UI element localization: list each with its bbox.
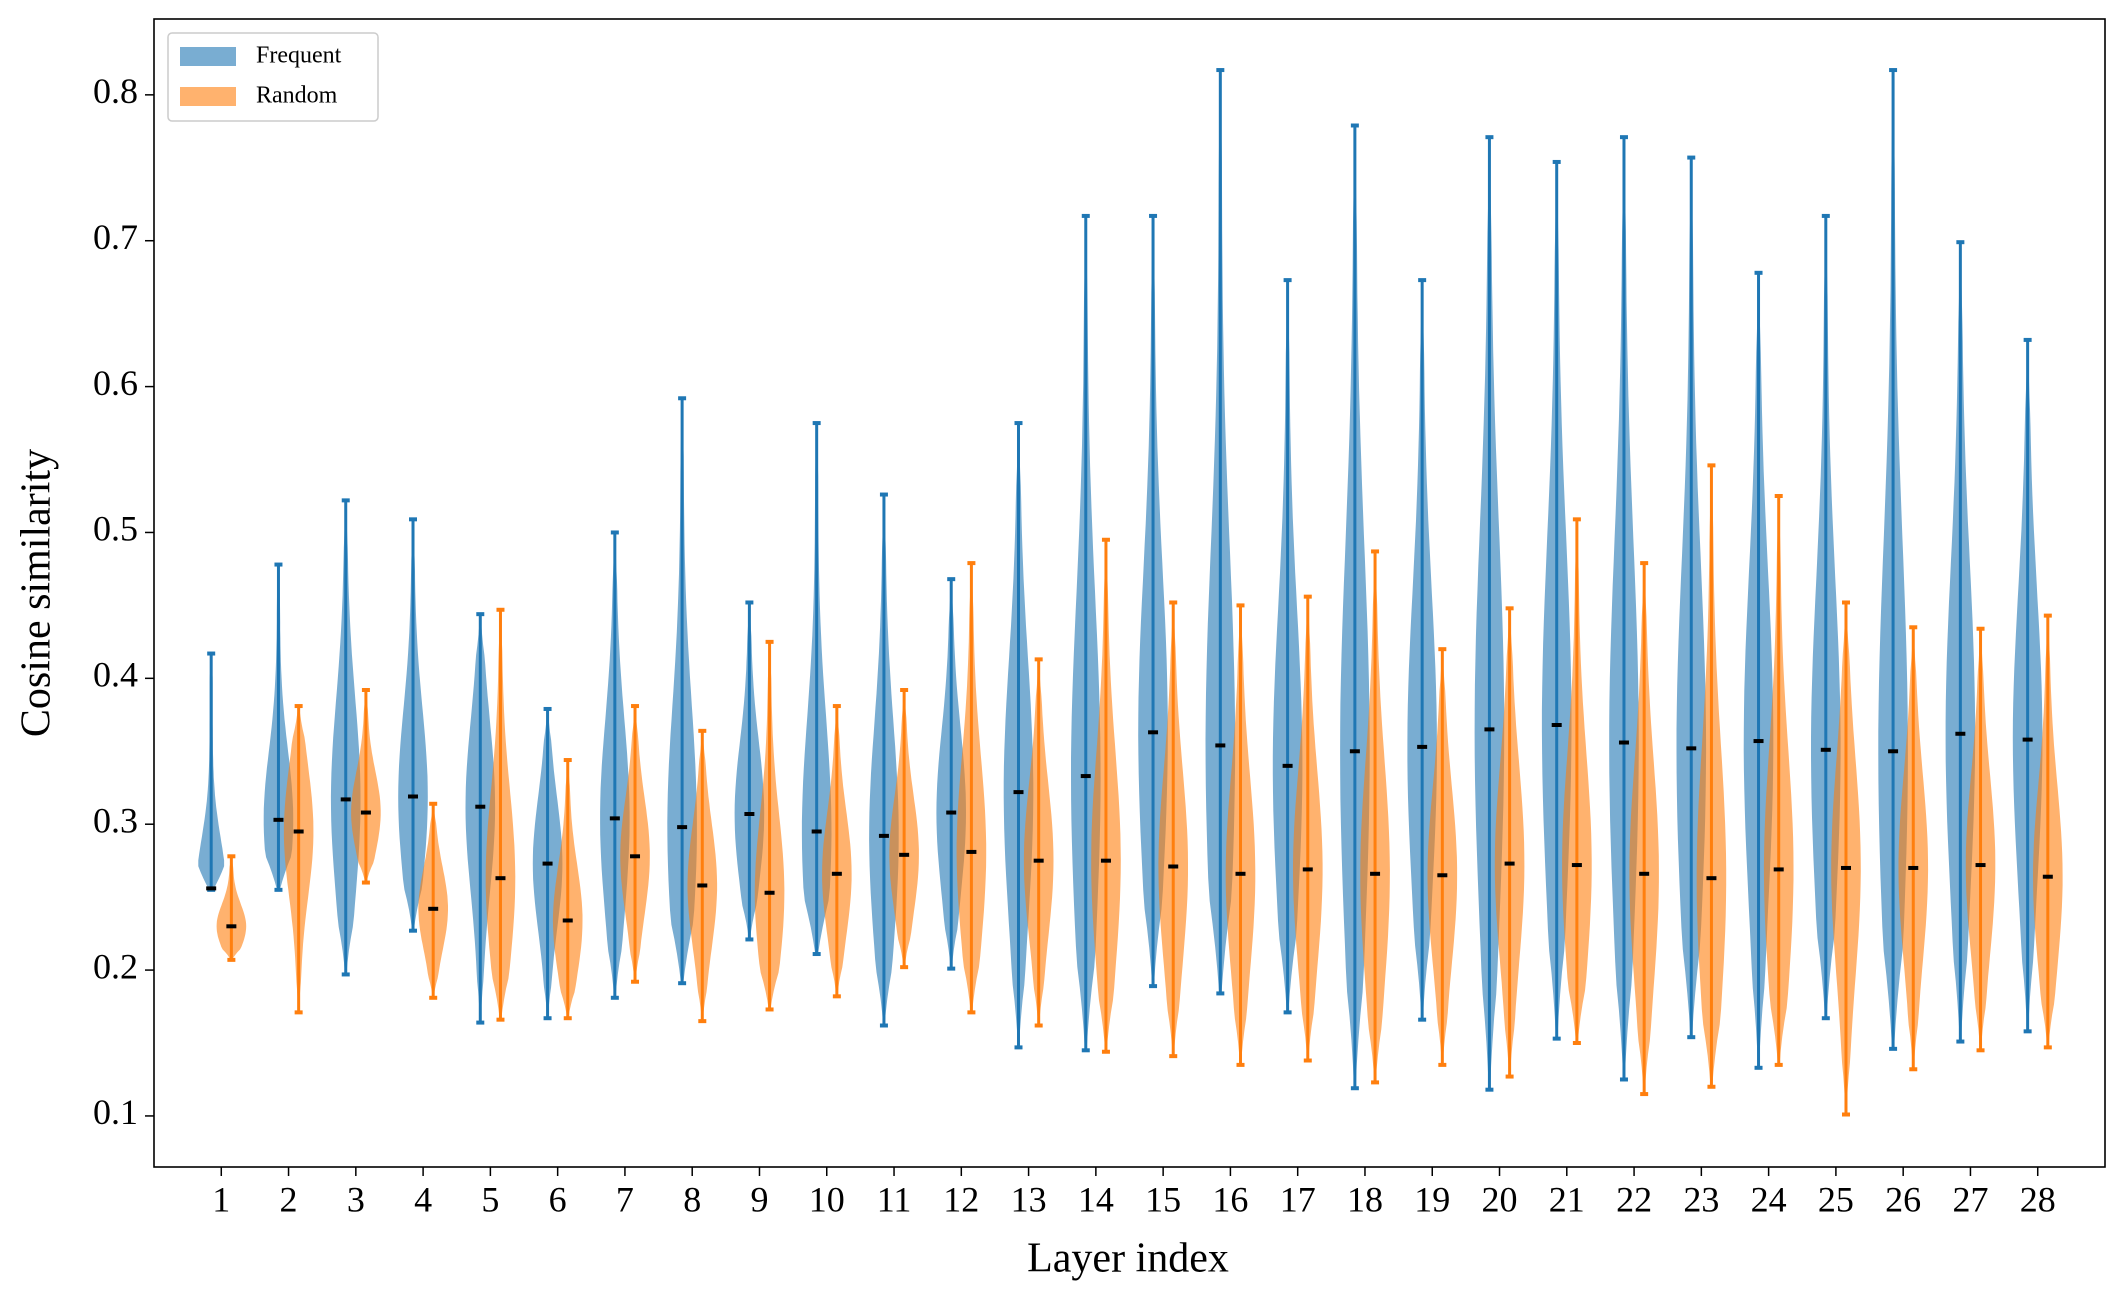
- x-tick-label: 14: [1078, 1179, 1114, 1219]
- x-tick-label: 26: [1885, 1179, 1921, 1219]
- legend-swatch: [180, 47, 236, 66]
- x-tick-label: 24: [1751, 1179, 1787, 1219]
- x-tick-label: 27: [1952, 1179, 1988, 1219]
- x-tick-label: 18: [1347, 1179, 1383, 1219]
- x-tick-label: 10: [809, 1179, 845, 1219]
- legend-label: Random: [256, 83, 338, 109]
- x-tick-label: 16: [1212, 1179, 1248, 1219]
- legend-swatch: [180, 87, 236, 106]
- x-tick-label: 15: [1145, 1179, 1181, 1219]
- x-tick-label: 1: [212, 1179, 230, 1219]
- x-tick-label: 6: [549, 1179, 567, 1219]
- x-axis-label: Layer index: [1027, 1236, 1229, 1282]
- x-tick-label: 8: [683, 1179, 701, 1219]
- x-tick-label: 21: [1549, 1179, 1585, 1219]
- y-axis-label: Cosine similarity: [14, 449, 60, 737]
- x-tick-label: 2: [280, 1179, 298, 1219]
- x-tick-label: 13: [1011, 1179, 1047, 1219]
- legend-label: Frequent: [256, 43, 342, 69]
- x-tick-label: 25: [1818, 1179, 1854, 1219]
- plot-frame: [153, 18, 2106, 1168]
- x-tick-label: 9: [750, 1179, 768, 1219]
- y-tick-label: 0.7: [93, 217, 138, 257]
- y-tick-label: 0.4: [93, 655, 138, 695]
- y-tick-label: 0.5: [93, 509, 138, 549]
- x-tick-label: 4: [414, 1179, 432, 1219]
- x-tick-label: 7: [616, 1179, 634, 1219]
- y-tick-label: 0.8: [93, 71, 138, 111]
- y-tick-label: 0.3: [93, 800, 138, 840]
- x-tick-label: 11: [877, 1179, 912, 1219]
- x-tick-label: 23: [1683, 1179, 1719, 1219]
- x-tick-label: 3: [347, 1179, 365, 1219]
- x-tick-label: 17: [1280, 1179, 1316, 1219]
- x-tick-label: 22: [1616, 1179, 1652, 1219]
- x-tick-label: 28: [2020, 1179, 2056, 1219]
- y-tick-label: 0.2: [93, 946, 138, 986]
- y-tick-label: 0.1: [93, 1092, 138, 1132]
- x-tick-label: 20: [1482, 1179, 1518, 1219]
- x-tick-label: 5: [481, 1179, 499, 1219]
- x-tick-label: 19: [1414, 1179, 1450, 1219]
- y-tick-label: 0.6: [93, 363, 138, 403]
- x-tick-label: 12: [943, 1179, 979, 1219]
